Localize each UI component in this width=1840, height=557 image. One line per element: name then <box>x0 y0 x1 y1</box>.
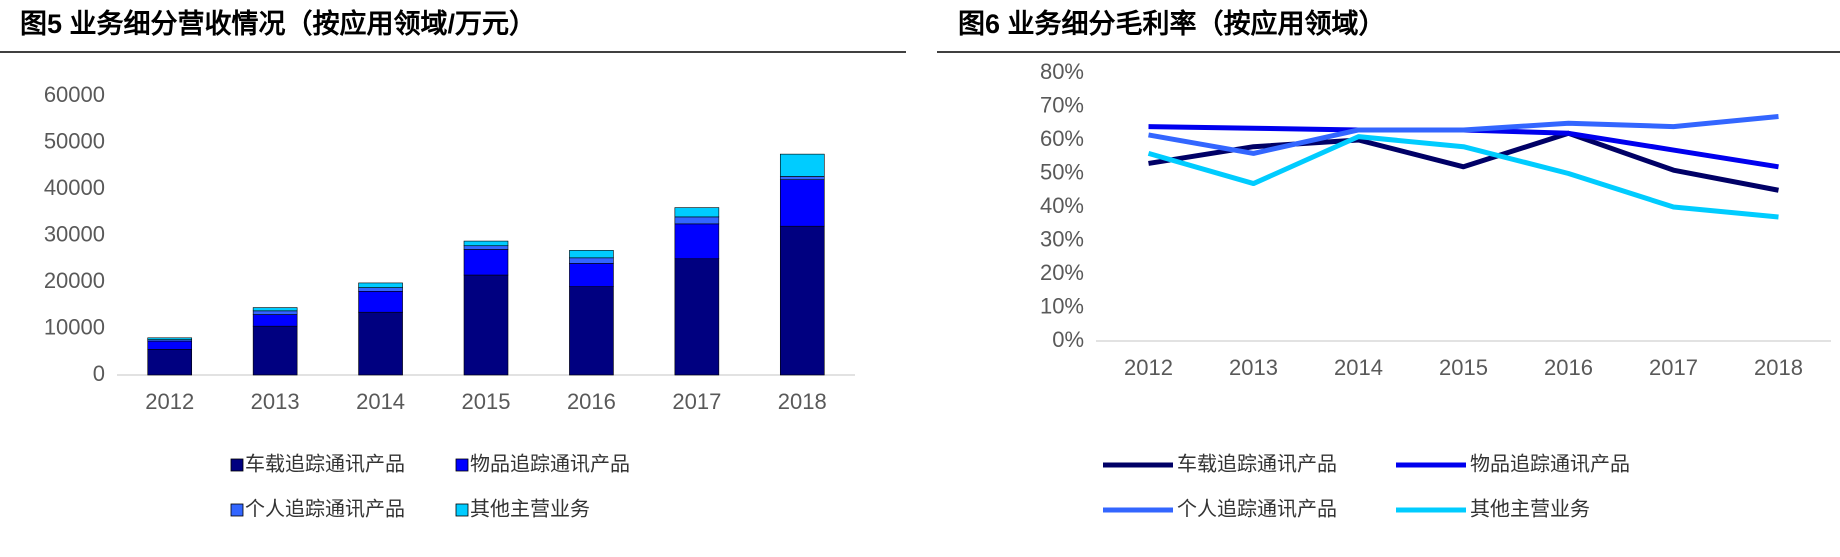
x-tick-label: 2013 <box>1229 355 1278 380</box>
x-tick-label: 2017 <box>1649 355 1698 380</box>
x-tick-label: 2016 <box>567 389 616 414</box>
bar-segment <box>358 290 403 313</box>
bar-segment <box>252 307 298 312</box>
bar-segment <box>252 314 298 327</box>
legend-swatch <box>230 503 244 517</box>
legend-swatch <box>455 503 469 517</box>
bar-segment <box>252 325 298 376</box>
legend-label: 个人追踪通讯产品 <box>1177 497 1337 520</box>
bar-segment <box>147 349 193 376</box>
legend-label: 其他主营业务 <box>470 497 590 520</box>
legend-label: 个人追踪通讯产品 <box>245 497 405 520</box>
y-tick-label: 20000 <box>44 268 105 293</box>
y-tick-label: 20% <box>1040 260 1084 285</box>
y-tick-label: 10000 <box>44 314 105 339</box>
x-tick-label: 2012 <box>1124 355 1173 380</box>
y-tick-label: 60000 <box>44 82 105 107</box>
x-tick-label: 2015 <box>1439 355 1488 380</box>
x-tick-label: 2014 <box>1334 355 1383 380</box>
bar-segment <box>463 240 509 247</box>
legend-label: 车载追踪通讯产品 <box>1177 452 1337 475</box>
legend-swatch <box>230 458 244 472</box>
y-tick-label: 0% <box>1052 327 1084 352</box>
bar-segment <box>147 340 193 350</box>
bar-segment <box>252 310 298 315</box>
bar-segment <box>569 263 614 287</box>
bar-segment <box>463 274 509 376</box>
legend-label: 物品追踪通讯产品 <box>1470 452 1630 475</box>
y-tick-label: 30000 <box>44 221 105 246</box>
bar-segment <box>463 249 509 276</box>
x-tick-label: 2014 <box>356 389 405 414</box>
bar-segment <box>779 153 825 177</box>
x-tick-label: 2015 <box>462 389 511 414</box>
y-tick-label: 40% <box>1040 193 1084 218</box>
chart-title: 图5 业务细分营收情况（按应用领域/万元） <box>20 8 536 39</box>
x-tick-label: 2017 <box>672 389 721 414</box>
bar-segment <box>674 258 720 376</box>
bar-segment <box>674 207 720 218</box>
bar-segment <box>779 225 825 376</box>
legend-label: 其他主营业务 <box>1470 497 1590 520</box>
bar-segment <box>674 216 720 225</box>
y-tick-label: 70% <box>1040 92 1084 117</box>
y-tick-label: 60% <box>1040 126 1084 151</box>
line-series <box>1148 114 1779 156</box>
bar-segment <box>463 245 509 250</box>
bar-segment <box>569 286 614 376</box>
bar-segment <box>779 179 825 227</box>
legend-swatch <box>455 458 469 472</box>
y-tick-label: 0 <box>93 361 105 386</box>
bar-segment <box>569 250 614 259</box>
legend-label: 物品追踪通讯产品 <box>470 452 630 475</box>
x-tick-label: 2018 <box>778 389 827 414</box>
y-tick-label: 50% <box>1040 159 1084 184</box>
y-tick-label: 40000 <box>44 175 105 200</box>
legend-label: 车载追踪通讯产品 <box>245 452 405 475</box>
line-series <box>1147 134 1779 220</box>
x-tick-label: 2012 <box>145 389 194 414</box>
line-series <box>1148 130 1779 193</box>
y-tick-label: 50000 <box>44 128 105 153</box>
bar-segment <box>358 311 403 376</box>
bar-segment <box>147 337 193 340</box>
y-tick-label: 80% <box>1040 59 1084 84</box>
x-tick-label: 2013 <box>251 389 300 414</box>
bar-segment <box>358 287 403 292</box>
y-tick-label: 30% <box>1040 226 1084 251</box>
x-tick-label: 2018 <box>1754 355 1803 380</box>
y-tick-label: 10% <box>1040 293 1084 318</box>
bar-segment <box>569 257 614 264</box>
bar-segment <box>358 282 403 288</box>
x-tick-label: 2016 <box>1544 355 1593 380</box>
bar-segment <box>779 176 825 181</box>
bar-segment <box>674 223 720 260</box>
chart-title: 图6 业务细分毛利率（按应用领域） <box>958 8 1386 39</box>
